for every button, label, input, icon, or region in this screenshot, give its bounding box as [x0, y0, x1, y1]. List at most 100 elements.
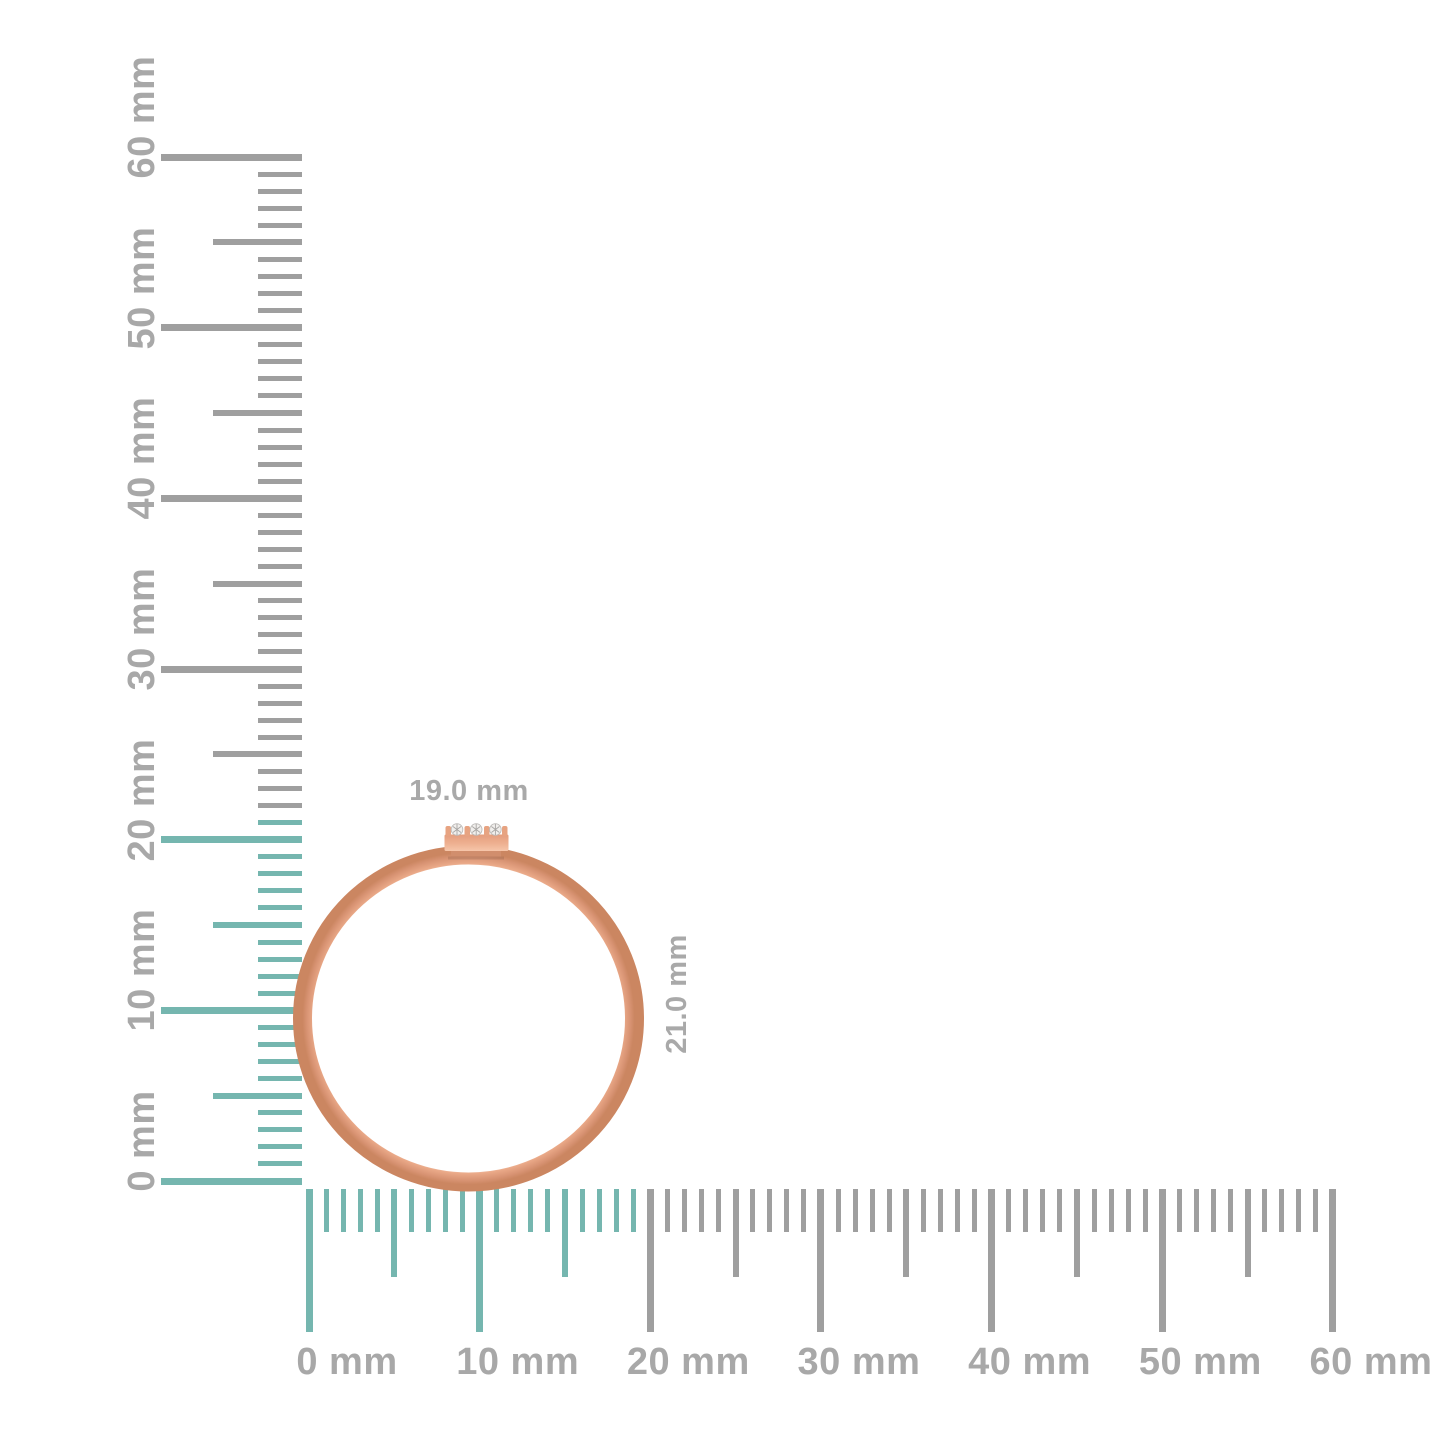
ruler-tick [340, 1189, 346, 1232]
ruler-tick [258, 598, 302, 604]
ruler-tick [258, 308, 302, 314]
ruler-tick [596, 1189, 602, 1232]
ruler-tick [258, 973, 302, 979]
ruler-tick [258, 291, 302, 297]
ring-setting-shadow-line [448, 856, 504, 860]
ruler-tick [258, 956, 302, 962]
ruler-tick [258, 683, 302, 689]
ruler-tick [258, 820, 302, 826]
ruler-tick [258, 427, 302, 433]
ruler-tick [258, 256, 302, 262]
ruler-tick [579, 1189, 585, 1232]
ruler-tick [1108, 1189, 1114, 1232]
ruler-tick [258, 871, 302, 877]
ruler-tick [258, 990, 302, 996]
ruler-tick [869, 1189, 875, 1232]
ruler-tick [258, 1110, 302, 1116]
ruler-tick [258, 444, 302, 450]
ruler-tick [258, 939, 302, 945]
ruler-tick [258, 376, 302, 382]
ruler-tick [213, 922, 302, 928]
ruler-tick [767, 1189, 773, 1232]
ruler-tick [1057, 1189, 1063, 1232]
ruler-label: 50 mm [1138, 1341, 1262, 1383]
ruler-tick [258, 1041, 302, 1047]
ruler-tick [258, 700, 302, 706]
ruler-tick [1125, 1189, 1131, 1232]
ruler-tick [213, 751, 302, 758]
ruler-tick [258, 768, 302, 774]
ruler-tick [258, 222, 302, 228]
ruler-tick [545, 1189, 551, 1232]
ruler-label: 0 mm [296, 1341, 398, 1383]
ruler-tick [258, 1024, 302, 1030]
ruler-tick [561, 1189, 568, 1277]
ruler-tick [374, 1189, 380, 1232]
ruler-tick [161, 1006, 302, 1014]
ruler-tick [1279, 1189, 1285, 1232]
ruler-tick [213, 580, 302, 587]
ruler-tick [443, 1189, 449, 1232]
ruler-tick [258, 564, 302, 570]
ruler-tick [494, 1189, 500, 1232]
diamond-facet-lines [491, 824, 500, 835]
ruler-tick [1040, 1189, 1046, 1232]
ruler-label: 20 mm [626, 1341, 750, 1383]
ruler-tick [1296, 1189, 1302, 1232]
ruler-tick [460, 1189, 466, 1232]
ruler-tick [258, 649, 302, 655]
ruler-tick [630, 1189, 636, 1232]
ruler-tick [716, 1189, 722, 1232]
ruler-tick [664, 1189, 670, 1232]
diamond-facet-lines [452, 824, 462, 835]
ruler-tick [258, 888, 302, 894]
ruler-tick [784, 1189, 790, 1232]
ring-prong [484, 826, 490, 836]
ruler-tick [161, 494, 302, 502]
ring-diamond-facets [452, 824, 500, 835]
ring-prong [464, 826, 470, 836]
ruler-tick [732, 1189, 739, 1277]
ring-setting-seat [451, 849, 501, 857]
ruler-tick [937, 1189, 943, 1232]
ruler-tick [1193, 1189, 1199, 1232]
ruler-tick [1006, 1189, 1012, 1232]
ruler-tick [213, 239, 302, 246]
ruler-tick [750, 1189, 756, 1232]
ruler-tick [258, 717, 302, 723]
ruler-tick [258, 615, 302, 621]
ruler-tick [258, 632, 302, 638]
ruler-tick [1329, 1189, 1337, 1332]
ruler-tick [161, 836, 302, 844]
ring-band [293, 845, 644, 1192]
ruler-label: 10 mm [456, 1341, 580, 1383]
ruler-tick [258, 171, 302, 177]
ruler-tick [305, 1189, 313, 1332]
ruler-tick [1228, 1189, 1234, 1232]
ruler-tick [1176, 1189, 1182, 1232]
ruler-tick [258, 803, 302, 809]
ruler-tick [258, 188, 302, 194]
ruler-tick [258, 785, 302, 791]
ruler-tick [972, 1189, 978, 1232]
ruler-label: 30 mm [797, 1341, 921, 1383]
ruler-tick [258, 461, 302, 467]
ruler-tick [258, 547, 302, 553]
ruler-tick [613, 1189, 619, 1232]
ruler-tick [920, 1189, 926, 1232]
ruler-tick [258, 905, 302, 911]
ruler-tick [1313, 1189, 1319, 1232]
ruler-tick [852, 1189, 858, 1232]
ring-setting-bar [444, 834, 509, 851]
ruler-tick [258, 1161, 302, 1167]
ruler-tick [258, 1059, 302, 1065]
ruler-tick [258, 854, 302, 860]
diamond-facet-lines [471, 824, 481, 835]
ruler-tick [1142, 1189, 1148, 1232]
ruler-tick [258, 274, 302, 279]
ruler-tick [681, 1189, 687, 1232]
ruler-tick [258, 1127, 302, 1133]
ruler-tick [391, 1189, 398, 1277]
ring-prong [445, 826, 451, 836]
